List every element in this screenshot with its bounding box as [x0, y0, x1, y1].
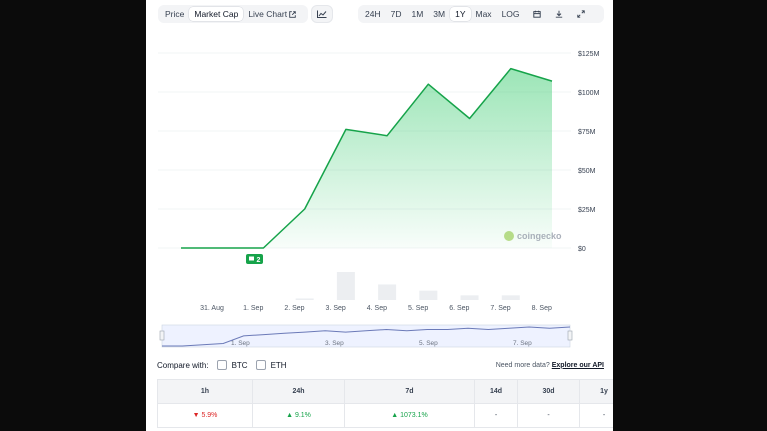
range-1y[interactable]: 1Y — [450, 7, 471, 21]
header-24h: 24h — [252, 379, 345, 404]
expand-icon — [576, 10, 585, 18]
navigator-label: 1. Sep — [231, 340, 250, 347]
x-tick-label: 7. Sep — [490, 305, 510, 312]
coingecko-watermark: coingecko — [504, 231, 562, 241]
x-tick-label: 3. Sep — [326, 305, 346, 312]
volume-bar — [501, 295, 520, 300]
external-link-icon — [289, 10, 296, 18]
x-tick-label: 5. Sep — [408, 305, 428, 312]
y-tick-label: $100M — [578, 90, 600, 97]
event-flag-icon — [249, 256, 254, 261]
tab-price[interactable]: Price — [165, 9, 185, 19]
x-tick-label: 2. Sep — [284, 305, 304, 312]
value-1h: ▼ 5.9% — [157, 403, 253, 428]
volume-bar — [295, 298, 314, 300]
x-tick-label: 1. Sep — [243, 305, 263, 312]
chart-type-button[interactable] — [311, 5, 333, 23]
chart-panel: Price Market Cap Live Chart 24H 7D 1M 3M… — [146, 0, 613, 431]
download-icon — [555, 10, 562, 18]
navigator-handle-left[interactable] — [159, 330, 165, 341]
navigator-label: 7. Sep — [513, 340, 532, 347]
y-tick-label: $125M — [578, 51, 600, 58]
header-1h: 1h — [157, 379, 253, 404]
tab-live-chart[interactable]: Live Chart — [243, 7, 301, 21]
calendar-icon — [532, 10, 541, 18]
performance-table: 1h 24h 7d 14d 30d 1y ▼ 5.9% ▲ 9.1% ▲ 107… — [157, 379, 613, 428]
tab-market-cap[interactable]: Market Cap — [189, 7, 244, 21]
navigator-label: 3. Sep — [325, 340, 344, 347]
market-cap-area — [181, 68, 552, 248]
caret-up-icon: ▲ — [286, 412, 293, 419]
chart-tabs: Price Market Cap Live Chart — [158, 5, 308, 23]
header-14d: 14d — [474, 379, 518, 404]
compare-btc-label[interactable]: BTC — [231, 360, 248, 370]
download-button[interactable] — [551, 7, 567, 21]
calendar-button[interactable] — [529, 7, 545, 21]
volume-bar — [419, 290, 438, 300]
y-tick-label: $0 — [578, 246, 586, 253]
performance-header-row: 1h 24h 7d 14d 30d 1y — [157, 379, 613, 404]
market-cap-line — [181, 67, 553, 249]
event-badge[interactable]: 2 — [246, 254, 263, 264]
header-7d: 7d — [344, 379, 475, 404]
navigator-label: 5. Sep — [419, 340, 438, 347]
compare-label: Compare with: — [157, 360, 209, 370]
value-24h-text: 9.1% — [294, 412, 311, 419]
compare-row: Compare with: BTC ETH Need more data? Ex… — [157, 358, 604, 372]
line-chart-icon — [317, 10, 327, 18]
compare-eth-checkbox[interactable] — [255, 360, 266, 370]
range-1m[interactable]: 1M — [411, 9, 424, 19]
range-7d[interactable]: 7D — [390, 9, 402, 19]
range-3m[interactable]: 3M — [433, 9, 446, 19]
header-1y: 1y — [579, 379, 613, 404]
y-tick-label: $50M — [578, 168, 596, 175]
value-24h: ▲ 9.1% — [252, 403, 345, 428]
value-14d: - — [474, 403, 518, 428]
value-1y: - — [579, 403, 613, 428]
compare-btc-checkbox[interactable] — [216, 360, 227, 370]
volume-bar — [378, 284, 397, 300]
volume-bar — [460, 295, 479, 300]
watermark-text: coingecko — [517, 231, 562, 241]
volume-bar — [336, 272, 355, 300]
market-cap-chart[interactable]: $0 $25M $50M $75M $100M $125M 31. Aug 1. Sep 2.… — [146, 0, 613, 355]
header-30d: 30d — [517, 379, 580, 404]
range-max[interactable]: Max — [475, 9, 492, 19]
more-data-text: Need more data? — [495, 361, 550, 369]
navigator-line — [162, 326, 571, 347]
fullscreen-button[interactable] — [573, 7, 589, 21]
caret-up-icon: ▲ — [391, 412, 399, 419]
x-tick-label: 6. Sep — [449, 305, 469, 312]
y-tick-label: $75M — [578, 129, 596, 136]
event-badge-background — [246, 254, 263, 264]
explore-api-link[interactable]: Explore our API — [551, 361, 604, 369]
value-1h-text: 5.9% — [201, 412, 218, 419]
coingecko-logo-icon — [504, 231, 514, 241]
compare-eth-label[interactable]: ETH — [270, 360, 287, 370]
range-selector: 24H 7D 1M 3M 1Y Max LOG — [358, 5, 604, 23]
y-tick-label: $25M — [578, 207, 596, 214]
range-24h[interactable]: 24H — [365, 9, 381, 19]
log-toggle[interactable]: LOG — [501, 9, 520, 19]
x-tick-label: 31. Aug — [200, 305, 224, 312]
navigator-handle-right[interactable] — [567, 330, 573, 341]
x-tick-label: 8. Sep — [532, 305, 552, 312]
range-navigator[interactable]: 1. Sep 3. Sep 5. Sep 7. Sep — [159, 324, 573, 348]
more-data: Need more data? Explore our API — [496, 362, 604, 369]
x-tick-label: 4. Sep — [367, 305, 387, 312]
performance-value-row: ▼ 5.9% ▲ 9.1% ▲ 1073.1% - - - — [157, 403, 613, 428]
caret-down-icon: ▼ — [192, 412, 200, 419]
event-badge-count: 2 — [257, 257, 261, 264]
value-7d-text: 1073.1% — [400, 412, 428, 419]
tab-live-chart-label: Live Chart — [248, 9, 288, 19]
value-30d: - — [517, 403, 580, 428]
value-7d: ▲ 1073.1% — [344, 403, 475, 428]
